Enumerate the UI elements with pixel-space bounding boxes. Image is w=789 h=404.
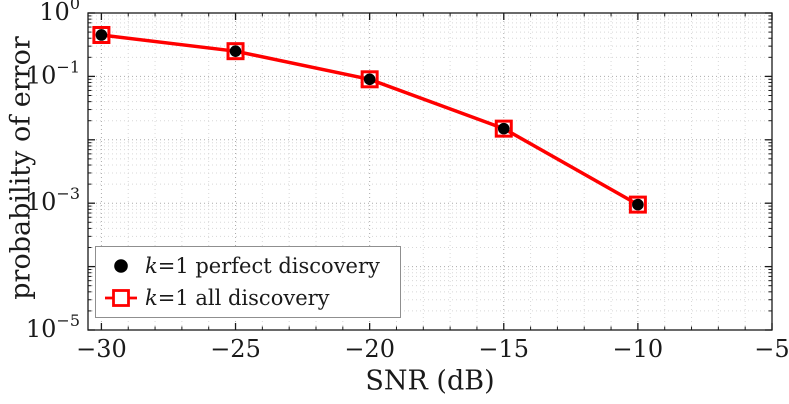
svg-text:10−3: 10−3 bbox=[26, 184, 80, 216]
y-axis-label: probability of error bbox=[5, 36, 37, 300]
filled-circle-marker-icon bbox=[114, 259, 128, 274]
svg-text:−30: −30 bbox=[76, 335, 127, 363]
svg-text:−25: −25 bbox=[210, 335, 261, 363]
x-axis-label: SNR (dB) bbox=[365, 365, 495, 397]
legend-item-label: k=1 all discovery bbox=[145, 285, 330, 310]
open-square-marker-icon bbox=[105, 288, 137, 307]
legend-item-label: k=1 perfect discovery bbox=[145, 254, 380, 279]
legend: k=1 perfect discovery k=1 all discovery bbox=[95, 246, 401, 318]
legend-item-all-discovery: k=1 all discovery bbox=[104, 284, 392, 312]
svg-text:−15: −15 bbox=[478, 335, 529, 363]
svg-text:10−5: 10−5 bbox=[26, 311, 80, 343]
svg-text:100: 100 bbox=[39, 0, 80, 26]
legend-item-perfect-discovery: k=1 perfect discovery bbox=[104, 252, 392, 280]
svg-text:−10: −10 bbox=[613, 335, 664, 363]
svg-text:−5: −5 bbox=[754, 335, 789, 363]
svg-text:−20: −20 bbox=[344, 335, 395, 363]
svg-text:10−1: 10−1 bbox=[26, 57, 80, 89]
